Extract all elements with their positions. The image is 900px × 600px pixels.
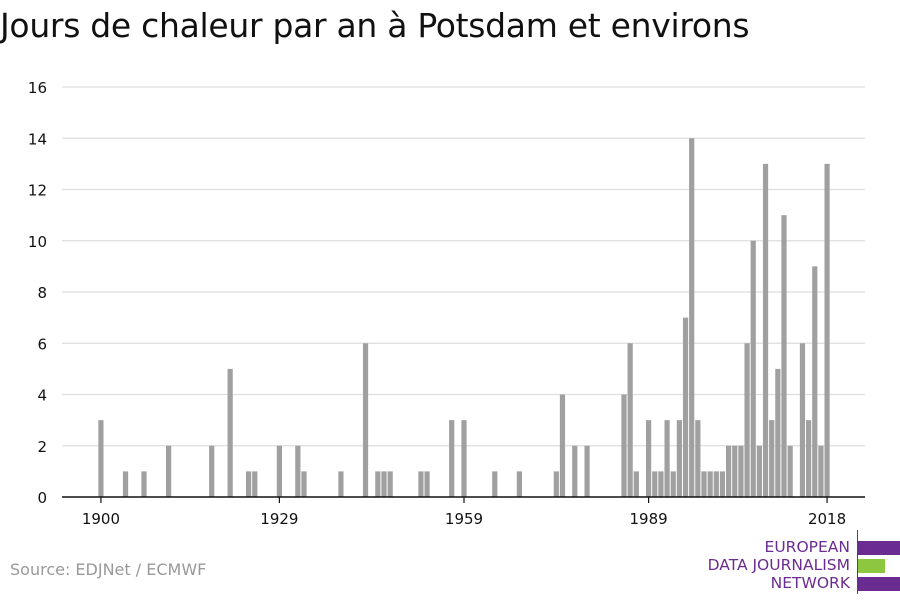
bar <box>769 420 775 497</box>
bar <box>572 445 578 497</box>
bar <box>695 420 701 497</box>
bar <box>492 471 498 497</box>
bar <box>553 471 559 497</box>
bar <box>246 471 252 497</box>
edjnet-logo: EUROPEAN DATA JOURNALISM NETWORK <box>690 528 900 594</box>
bars <box>98 138 830 497</box>
y-tick-label: 12 <box>28 182 47 200</box>
bar <box>713 471 719 497</box>
y-tick-label: 2 <box>37 438 47 456</box>
x-tick-label: 1959 <box>445 510 483 528</box>
bar <box>301 471 307 497</box>
x-tick-label: 1989 <box>630 510 668 528</box>
bar <box>670 471 676 497</box>
logo-line-1: EUROPEAN <box>764 538 850 556</box>
bar <box>122 471 129 497</box>
chart-title: Jours de chaleur par an à Potsdam et env… <box>0 6 750 45</box>
bar <box>375 471 381 497</box>
bar <box>756 445 762 497</box>
source-note: Source: EDJNet / ECMWF <box>10 560 207 579</box>
bar <box>381 471 387 497</box>
bar <box>726 445 732 497</box>
x-tick-label: 2018 <box>808 510 846 528</box>
bar <box>166 445 172 497</box>
bar <box>824 163 830 497</box>
bar <box>627 343 633 497</box>
logo-bar-top <box>858 541 900 555</box>
bar <box>227 368 233 497</box>
bar <box>676 420 682 497</box>
bar <box>584 445 590 497</box>
bar <box>781 215 787 497</box>
bar <box>738 445 744 497</box>
bar <box>658 471 664 497</box>
bar <box>449 420 455 497</box>
bar <box>762 163 769 497</box>
bar <box>701 471 707 497</box>
bar <box>682 317 689 497</box>
bar <box>141 471 147 497</box>
y-tick-label: 16 <box>28 79 47 97</box>
bar <box>787 445 793 497</box>
bar <box>750 240 756 497</box>
bar <box>362 343 369 497</box>
bar <box>633 471 639 497</box>
y-tick-label: 0 <box>37 489 47 507</box>
bar <box>689 138 695 497</box>
x-axis-labels: 1900 1929 1959 1989 2018 <box>82 510 846 528</box>
bar <box>806 420 812 497</box>
bar <box>799 343 806 497</box>
bar <box>338 471 344 497</box>
y-tick-label: 6 <box>37 335 47 353</box>
bar <box>652 471 658 497</box>
y-tick-label: 14 <box>28 130 47 148</box>
bar <box>732 445 738 497</box>
x-axis <box>62 496 865 503</box>
x-tick-label: 1929 <box>260 510 298 528</box>
bar <box>775 368 781 497</box>
bar <box>646 420 652 497</box>
logo-bar-middle <box>858 559 885 573</box>
y-tick-label: 8 <box>37 284 47 302</box>
y-axis-labels: 0 2 4 6 8 10 12 14 16 <box>28 79 47 507</box>
logo-bar-bottom <box>858 577 900 591</box>
bar <box>744 343 750 497</box>
bar <box>719 471 726 497</box>
bar <box>516 471 522 497</box>
bar <box>295 445 301 497</box>
bar <box>621 394 627 497</box>
bar <box>424 471 430 497</box>
bar <box>559 394 566 497</box>
bar <box>252 471 258 497</box>
y-tick-label: 4 <box>37 387 47 405</box>
logo-line-2: DATA JOURNALISM <box>707 556 850 574</box>
bar <box>418 471 424 497</box>
logo-rule <box>857 530 858 594</box>
logo-line-3: NETWORK <box>770 574 850 592</box>
bar <box>209 445 215 497</box>
bar <box>707 471 713 497</box>
bar <box>98 420 104 497</box>
x-tick-label: 1900 <box>82 510 120 528</box>
bar <box>276 445 282 497</box>
bar <box>461 420 467 497</box>
bar <box>818 445 824 497</box>
bar <box>664 420 670 497</box>
bar <box>812 266 818 497</box>
y-tick-label: 10 <box>28 233 47 251</box>
bar <box>387 471 393 497</box>
gridlines <box>62 86 865 447</box>
